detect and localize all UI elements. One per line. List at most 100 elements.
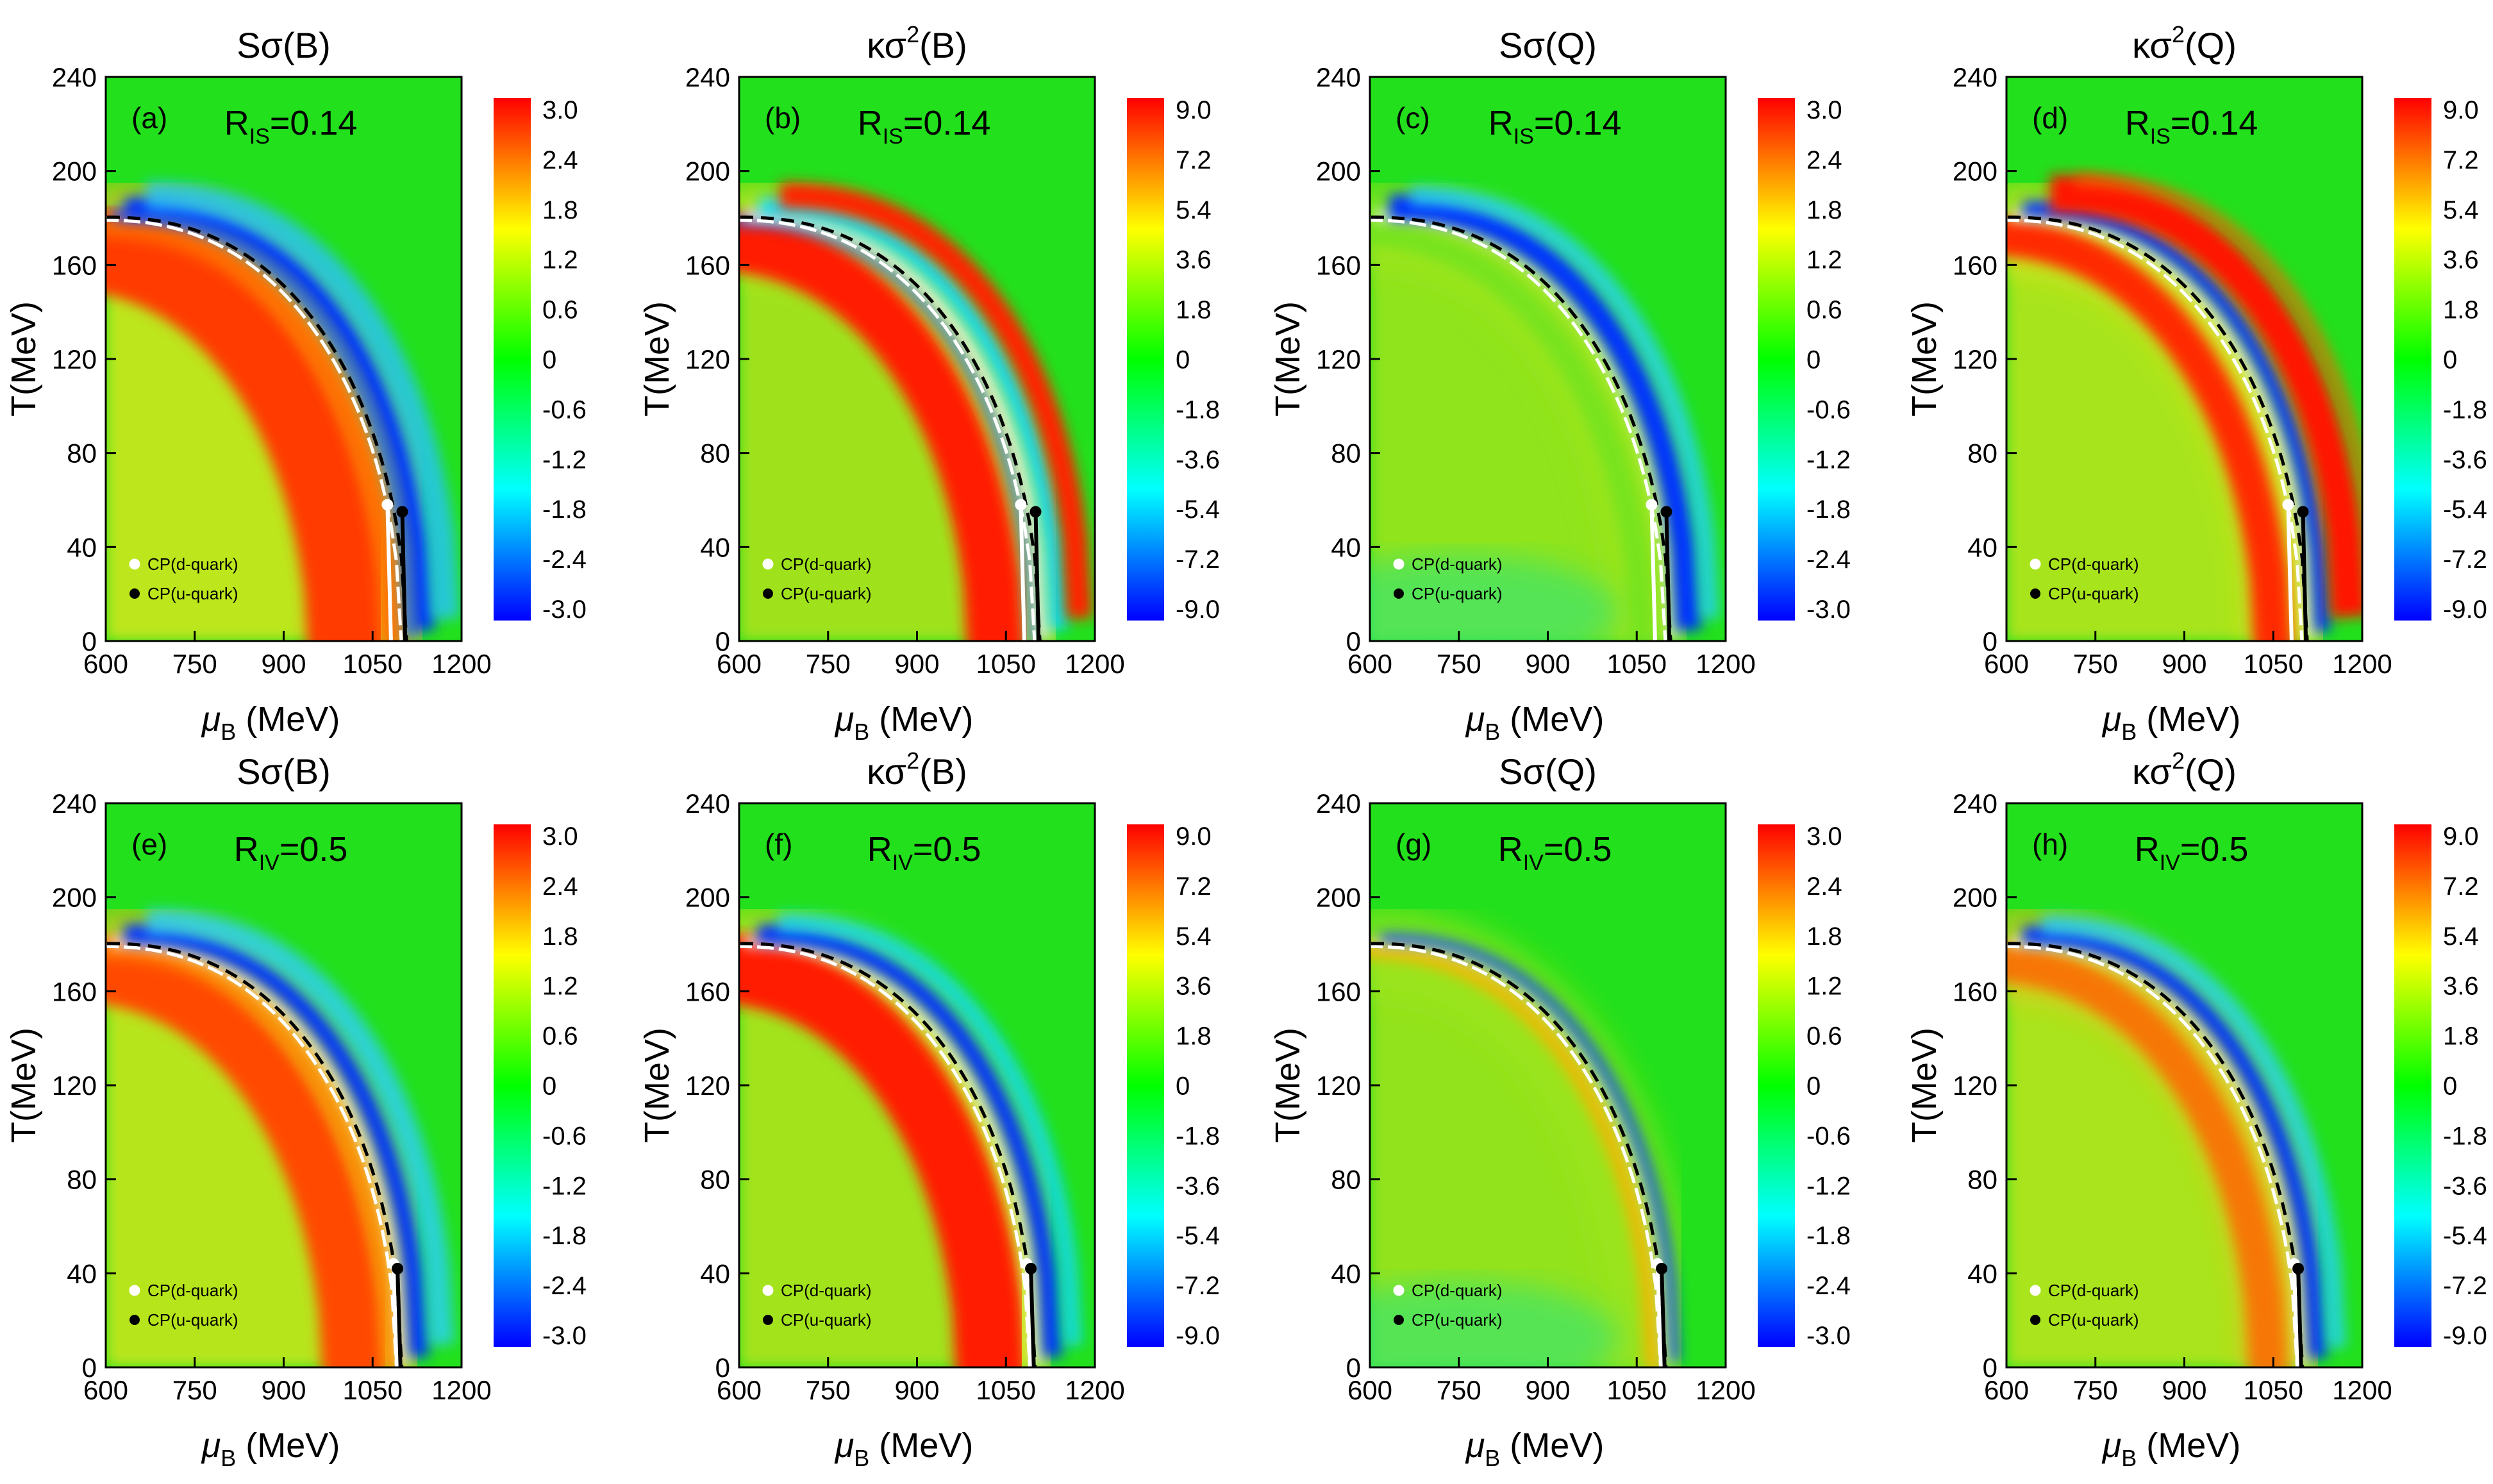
colorbar-tick-label: 9.0 [2443, 822, 2479, 851]
legend-label-d: CP(d-quark) [781, 554, 872, 574]
y-tick-label: 120 [1953, 344, 1997, 374]
parameter-label: RIS=0.14 [224, 104, 358, 149]
heatmap-band [124, 924, 429, 1358]
x-tick-label: 1200 [1065, 1375, 1124, 1405]
colorbar-tick-label: 3.0 [542, 96, 578, 124]
critical-point-d [381, 499, 394, 511]
x-axis-label: μB (MeV) [1465, 700, 1605, 745]
y-tick-label: 0 [1346, 626, 1361, 656]
critical-point-d [2282, 499, 2294, 511]
x-tick-label: 750 [1437, 649, 1481, 679]
critical-point-u [1025, 1263, 1037, 1274]
y-axis-label: T(MeV) [638, 1028, 676, 1143]
x-tick-label: 1200 [1696, 1375, 1755, 1405]
x-tick-label: 1050 [1607, 1375, 1667, 1405]
parameter-label: RIV=0.5 [234, 830, 348, 875]
colorbar-tick-label: -7.2 [1176, 546, 1220, 574]
colorbar-tick-label: -2.4 [542, 1272, 587, 1300]
critical-point-u [1656, 1263, 1668, 1274]
x-tick-label: 1050 [1607, 649, 1667, 679]
heatmap-band [780, 182, 1093, 620]
colorbar-tick-label: 5.4 [2443, 922, 2479, 951]
panel-title: κσ2(Q) [2132, 747, 2237, 792]
legend-label-d: CP(d-quark) [147, 554, 238, 574]
crossover-line-u [2007, 215, 2309, 641]
colorbar-tick-label: -2.4 [1806, 1272, 1851, 1300]
heatmap-band [1370, 942, 1662, 1367]
legend-marker-u [129, 1315, 140, 1325]
colorbar-tick-label: 0.6 [542, 1022, 578, 1051]
y-tick-label: 240 [1953, 62, 1997, 92]
heatmap-band [2006, 217, 2292, 641]
colorbar-tick-label: -1.2 [1806, 446, 1851, 474]
heatmap-low-region [1370, 554, 1619, 641]
colorbar-tick-label: 3.6 [1176, 246, 1212, 274]
first-order-line-u [400, 512, 408, 641]
x-tick-label: 600 [83, 649, 128, 679]
colorbar-tick-label: 0.6 [1806, 1022, 1842, 1051]
y-tick-label: 160 [1953, 976, 1997, 1006]
colorbar [1127, 98, 1164, 621]
y-axis-label: T(MeV) [638, 301, 676, 417]
y-tick-label: 120 [685, 1071, 730, 1101]
crossover-line-d [106, 944, 399, 1367]
colorbar-tick-label: -7.2 [2443, 1272, 2487, 1300]
y-tick-label: 200 [52, 883, 97, 913]
colorbar-tick-label: 1.8 [2443, 296, 2479, 324]
parameter-label: RIV=0.5 [2135, 830, 2249, 875]
y-tick-label: 240 [52, 62, 97, 92]
colorbar-tick-label: 0 [2443, 346, 2457, 374]
y-tick-label: 160 [52, 976, 97, 1006]
x-tick-label: 1200 [1065, 649, 1124, 679]
colorbar-tick-label: 1.8 [542, 922, 578, 951]
colorbar-tick-label: 1.8 [1176, 1022, 1212, 1051]
colorbar-tick-label: 0 [1176, 346, 1190, 374]
y-tick-label: 40 [700, 532, 730, 562]
legend-marker-u [129, 588, 140, 599]
legend-marker-d [129, 558, 140, 570]
legend-marker-u [2030, 588, 2040, 599]
heatmap-band [106, 213, 404, 641]
critical-point-u [392, 1263, 404, 1274]
colorbar-tick-label: -2.4 [542, 546, 587, 574]
crossover-line-u [106, 215, 408, 641]
y-tick-label: 200 [685, 883, 730, 913]
y-tick-label: 160 [1316, 976, 1361, 1006]
panel-letter: (c) [1396, 101, 1430, 135]
crossover-line-u [740, 215, 1042, 641]
colorbar-tick-label: -1.2 [542, 1172, 587, 1200]
colorbar-tick-label: -5.4 [2443, 1222, 2487, 1250]
y-tick-label: 0 [82, 1353, 97, 1383]
heatmap-band [757, 924, 1062, 1358]
y-tick-label: 120 [1316, 344, 1361, 374]
y-tick-label: 0 [1983, 626, 1997, 656]
x-tick-label: 900 [1525, 1375, 1570, 1405]
colorbar-tick-label: 1.8 [1176, 296, 1212, 324]
parameter-label: RIV=0.5 [867, 830, 981, 875]
colorbar-tick-label: -3.0 [542, 596, 587, 624]
legend-marker-d [762, 1285, 774, 1296]
colorbar-tick-label: -0.6 [542, 1122, 587, 1150]
heatmap-band [106, 210, 391, 641]
y-tick-label: 240 [1953, 788, 1997, 819]
colorbar-tick-label: 1.2 [542, 246, 578, 274]
colorbar-tick-label: 7.2 [2443, 146, 2479, 174]
parameter-label: RIS=0.14 [1488, 104, 1622, 149]
panel-title: Sσ(B) [237, 751, 331, 792]
first-order-line-u [1660, 1268, 1667, 1367]
first-order-line-d [1019, 504, 1026, 641]
colorbar-tick-label: 7.2 [1176, 872, 1212, 901]
colorbar-tick-label: -1.8 [1176, 1122, 1220, 1150]
y-tick-label: 160 [1953, 250, 1997, 280]
colorbar-tick-label: 5.4 [1176, 196, 1212, 224]
heatmap-interior [1370, 218, 1670, 641]
colorbar-tick-label: 2.4 [1806, 872, 1842, 901]
heatmap-interior [2006, 944, 2301, 1367]
x-tick-label: 1200 [431, 649, 491, 679]
legend-marker-d [762, 558, 774, 570]
colorbar-tick-label: -3.6 [2443, 446, 2487, 474]
x-tick-label: 900 [2162, 1375, 2206, 1405]
colorbar-tick-label: -1.8 [2443, 396, 2487, 424]
crossover-line-d [1370, 944, 1663, 1367]
